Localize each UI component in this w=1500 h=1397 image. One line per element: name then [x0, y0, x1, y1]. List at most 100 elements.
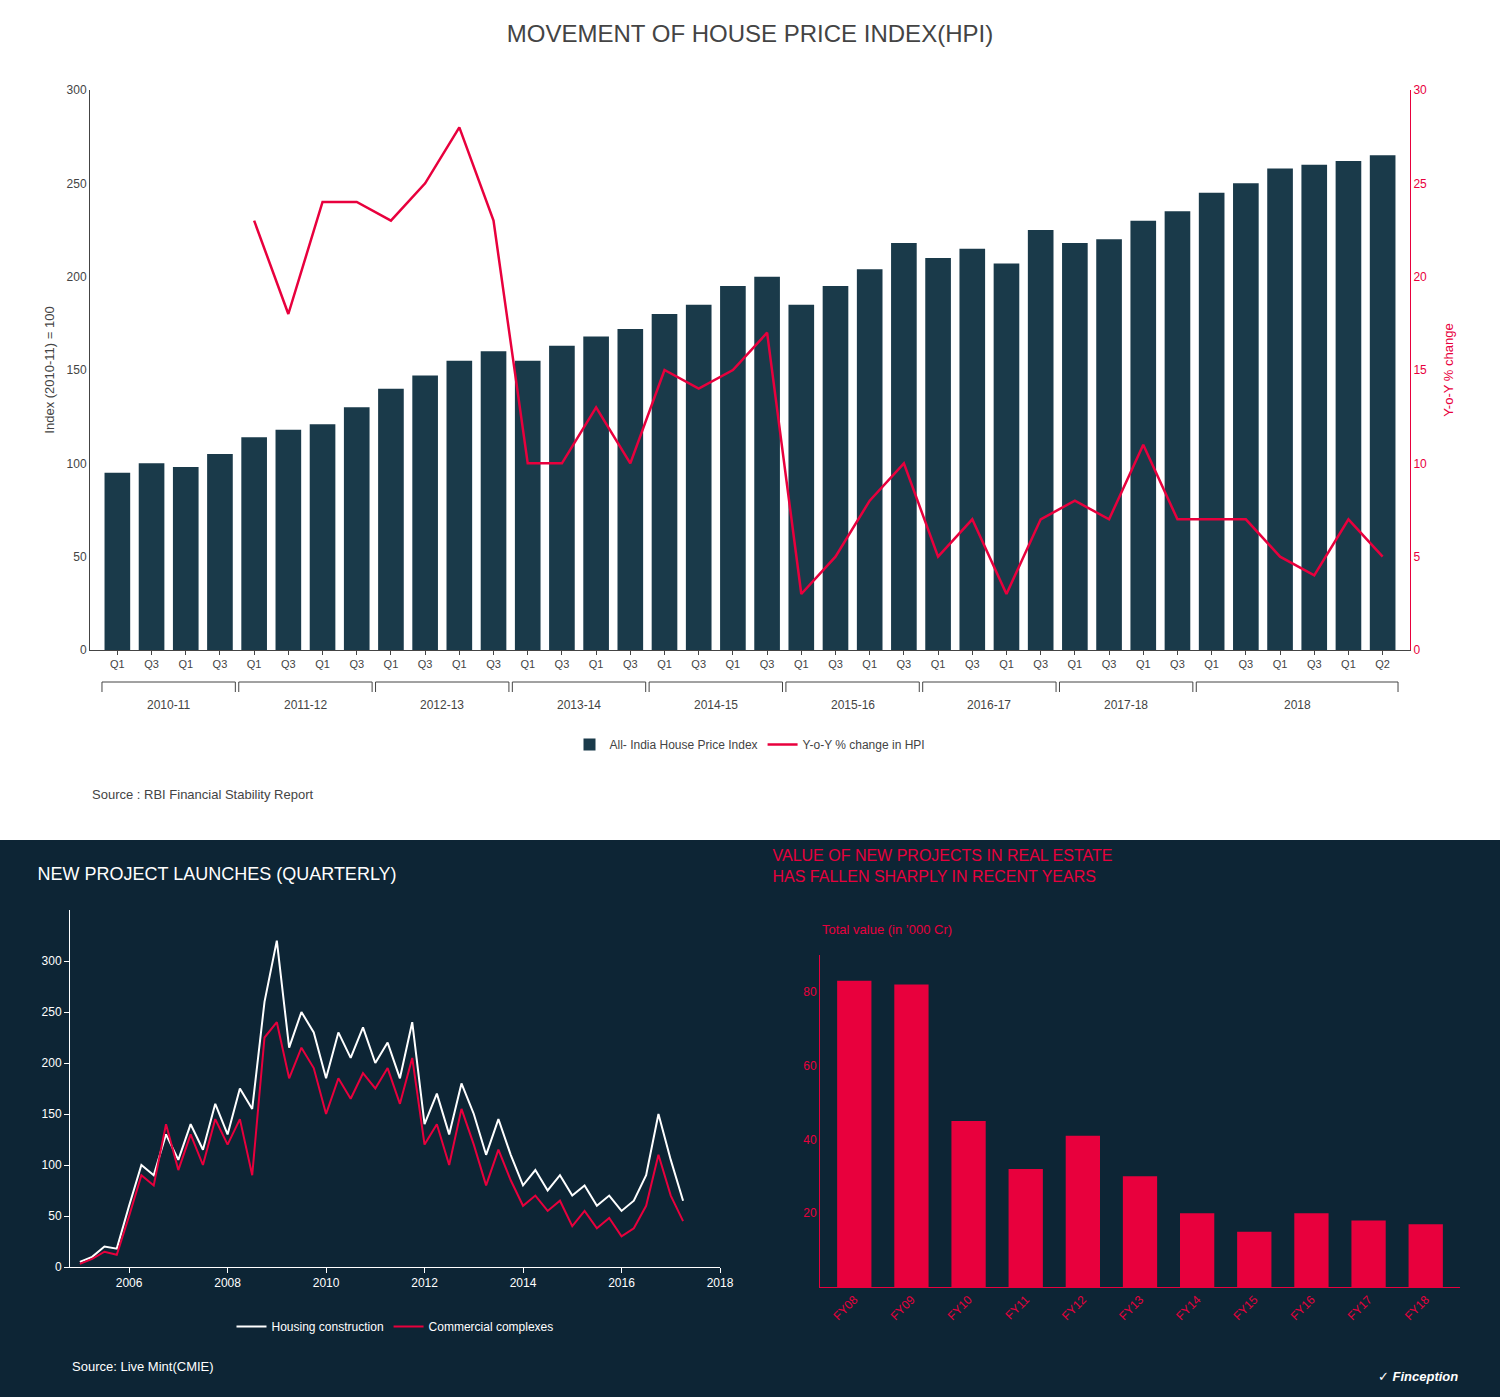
svg-text:FY17: FY17	[1345, 1293, 1375, 1323]
svg-text:Q3: Q3	[828, 658, 843, 670]
svg-text:80: 80	[803, 985, 817, 999]
svg-text:Housing construction: Housing construction	[272, 1320, 384, 1334]
svg-text:Q1: Q1	[1204, 658, 1219, 670]
svg-text:All- India House Price Index: All- India House Price Index	[610, 738, 758, 752]
svg-text:60: 60	[803, 1059, 817, 1073]
svg-text:50: 50	[73, 550, 87, 564]
svg-text:Q1: Q1	[657, 658, 672, 670]
svg-text:200: 200	[67, 270, 87, 284]
svg-text:20: 20	[1413, 270, 1427, 284]
svg-text:150: 150	[67, 363, 87, 377]
svg-text:Q3: Q3	[1102, 658, 1117, 670]
svg-text:2013-14: 2013-14	[557, 698, 601, 712]
svg-text:0: 0	[80, 643, 87, 657]
svg-text:Q3: Q3	[418, 658, 433, 670]
svg-text:FY11: FY11	[1003, 1293, 1033, 1323]
svg-text:Q3: Q3	[213, 658, 228, 670]
svg-text:Q1: Q1	[452, 658, 467, 670]
svg-text:2010: 2010	[313, 1276, 340, 1290]
svg-text:Q3: Q3	[1170, 658, 1185, 670]
svg-text:FY09: FY09	[888, 1293, 918, 1323]
svg-text:Q1: Q1	[520, 658, 535, 670]
svg-text:Q1: Q1	[315, 658, 330, 670]
svg-text:2012-13: 2012-13	[420, 698, 464, 712]
svg-text:Commercial complexes: Commercial complexes	[429, 1320, 554, 1334]
svg-text:150: 150	[42, 1107, 62, 1121]
svg-text:2014-15: 2014-15	[694, 698, 738, 712]
svg-text:100: 100	[67, 457, 87, 471]
svg-text:NEW PROJECT LAUNCHES (QUARTERL: NEW PROJECT LAUNCHES (QUARTERLY)	[38, 864, 397, 884]
svg-text:MOVEMENT OF HOUSE PRICE INDEX(: MOVEMENT OF HOUSE PRICE INDEX(HPI)	[507, 20, 993, 47]
svg-text:Q3: Q3	[760, 658, 775, 670]
svg-text:Q3: Q3	[281, 658, 296, 670]
svg-text:Q3: Q3	[349, 658, 364, 670]
svg-text:Q3: Q3	[1239, 658, 1254, 670]
svg-text:2011-12: 2011-12	[284, 698, 327, 712]
svg-text:VALUE OF NEW PROJECTS IN REAL: VALUE OF NEW PROJECTS IN REAL ESTATEHAS …	[773, 847, 1113, 885]
svg-text:Q1: Q1	[110, 658, 125, 670]
svg-text:FY13: FY13	[1116, 1293, 1146, 1323]
svg-text:250: 250	[42, 1005, 62, 1019]
svg-text:2012: 2012	[411, 1276, 438, 1290]
svg-text:FY16: FY16	[1288, 1293, 1318, 1323]
svg-text:300: 300	[67, 83, 87, 97]
svg-text:Q1: Q1	[1273, 658, 1288, 670]
svg-text:FY08: FY08	[830, 1293, 860, 1323]
svg-text:FY10: FY10	[945, 1293, 975, 1323]
svg-text:200: 200	[42, 1056, 62, 1070]
svg-text:2017-18: 2017-18	[1104, 698, 1148, 712]
svg-text:2010-11: 2010-11	[147, 698, 190, 712]
svg-text:2014: 2014	[510, 1276, 537, 1290]
svg-text:Q1: Q1	[1136, 658, 1151, 670]
svg-text:Source : RBI Financial Stabili: Source : RBI Financial Stability Report	[92, 787, 313, 802]
svg-text:15: 15	[1413, 363, 1427, 377]
svg-text:Q3: Q3	[486, 658, 501, 670]
svg-text:Q2: Q2	[1375, 658, 1390, 670]
svg-text:Q3: Q3	[144, 658, 159, 670]
svg-text:✓ Finception: ✓ Finception	[1378, 1369, 1458, 1384]
svg-text:50: 50	[48, 1209, 62, 1223]
svg-text:Q3: Q3	[965, 658, 980, 670]
svg-text:Q3: Q3	[897, 658, 912, 670]
svg-text:Q3: Q3	[1033, 658, 1048, 670]
svg-text:5: 5	[1413, 550, 1420, 564]
svg-text:10: 10	[1413, 457, 1427, 471]
svg-text:Q1: Q1	[1068, 658, 1083, 670]
svg-text:Source: Live Mint(CMIE): Source: Live Mint(CMIE)	[72, 1359, 214, 1374]
svg-text:0: 0	[1413, 643, 1420, 657]
svg-text:Q1: Q1	[726, 658, 741, 670]
svg-text:Total value (in ’000 Cr): Total value (in ’000 Cr)	[822, 922, 952, 937]
svg-text:FY14: FY14	[1173, 1293, 1203, 1323]
svg-text:Q1: Q1	[589, 658, 604, 670]
svg-text:2008: 2008	[214, 1276, 241, 1290]
svg-text:40: 40	[803, 1133, 817, 1147]
svg-text:Y-o-Y % change in HPI: Y-o-Y % change in HPI	[803, 738, 925, 752]
svg-text:2015-16: 2015-16	[831, 698, 875, 712]
svg-text:Q1: Q1	[178, 658, 193, 670]
svg-text:2016: 2016	[608, 1276, 635, 1290]
svg-text:Q3: Q3	[623, 658, 638, 670]
svg-text:Q1: Q1	[384, 658, 399, 670]
svg-text:250: 250	[67, 177, 87, 191]
svg-text:Q1: Q1	[794, 658, 809, 670]
svg-text:Q1: Q1	[999, 658, 1014, 670]
svg-text:Y-o-Y % change: Y-o-Y % change	[1441, 323, 1456, 416]
svg-text:Q1: Q1	[931, 658, 946, 670]
svg-text:Q1: Q1	[247, 658, 262, 670]
svg-text:30: 30	[1413, 83, 1427, 97]
svg-text:20: 20	[803, 1206, 817, 1220]
svg-text:Q3: Q3	[691, 658, 706, 670]
svg-text:Q3: Q3	[555, 658, 570, 670]
svg-text:25: 25	[1413, 177, 1427, 191]
svg-text:FY15: FY15	[1230, 1293, 1260, 1323]
svg-text:100: 100	[42, 1158, 62, 1172]
svg-text:Q3: Q3	[1307, 658, 1322, 670]
svg-text:FY18: FY18	[1402, 1293, 1432, 1323]
svg-text:2018: 2018	[707, 1276, 734, 1290]
svg-text:2016-17: 2016-17	[967, 698, 1011, 712]
svg-text:Q1: Q1	[862, 658, 877, 670]
svg-text:2018: 2018	[1284, 698, 1311, 712]
svg-text:2006: 2006	[116, 1276, 143, 1290]
svg-text:Index (2010-11) = 100: Index (2010-11) = 100	[42, 306, 57, 433]
svg-text:0: 0	[55, 1260, 62, 1274]
